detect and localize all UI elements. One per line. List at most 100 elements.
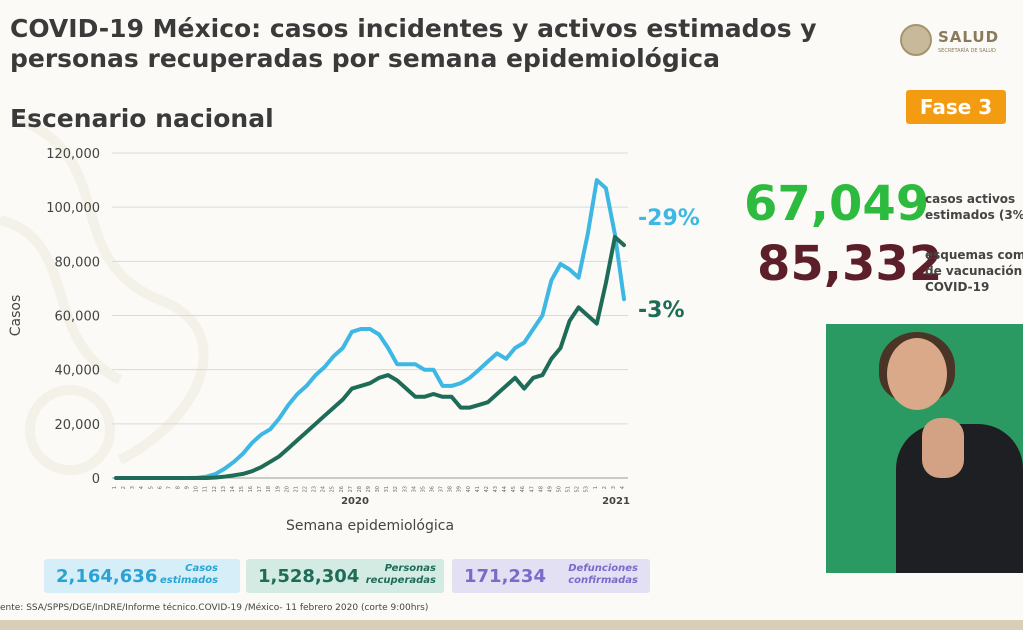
x-tick-label: 3 (611, 486, 617, 489)
active-cases-value: 67,049 (744, 176, 930, 232)
x-tick-label: 23 (312, 486, 318, 492)
x-tick-label: 48 (538, 486, 544, 492)
x-tick-label: 45 (511, 486, 517, 492)
estimated-label-line-1: Casos (185, 563, 218, 574)
x-tick-label: 24 (321, 486, 327, 492)
x-tick-label: 35 (420, 486, 426, 492)
x-tick-label: 30 (375, 486, 381, 492)
salud-logo: SALUD SECRETARÍA DE SALUD (900, 24, 1010, 58)
deaths-label-line-2: confirmadas (568, 575, 638, 586)
background-ornament (0, 115, 209, 475)
deaths-label-line-1: Defunciones (568, 563, 638, 574)
estimated-cases-box (44, 559, 240, 593)
y-tick-label: 20,000 (55, 418, 101, 433)
x-axis-label: Semana epidemiológica (286, 518, 454, 534)
x-tick-label: 53 (584, 486, 590, 492)
x-tick-label: 40 (466, 486, 472, 492)
x-tick-label: 36 (430, 486, 436, 492)
x-tick-label: 2 (602, 486, 608, 489)
x-tick-label: 13 (221, 486, 227, 492)
x-tick-label: 10 (194, 486, 200, 492)
estimated-cases-label: Casos estimados (160, 563, 218, 587)
x-tick-label: 6 (157, 486, 163, 489)
x-tick-label: 3 (130, 486, 136, 489)
active-cases-label-1: casos activos (925, 192, 1016, 206)
cases-line-chart: 0 20,000 40,000 60,000 80,000 100,000 120,000 C… (8, 147, 630, 534)
x-tick-label: 19 (275, 486, 281, 492)
interpreter-face (887, 338, 947, 410)
estimated-label-line-2: estimados (160, 575, 219, 586)
x-tick-label: 9 (185, 486, 191, 489)
deaths-box (452, 559, 650, 593)
source-note: ente: SSA/SPPS/DGE/InDRE/Informe técnico… (0, 603, 429, 613)
x-tick-label: 1 (112, 486, 118, 489)
x-tick-label: 22 (303, 486, 309, 492)
x-tick-label: 51 (566, 486, 572, 492)
y-tick-label: 40,000 (55, 364, 101, 379)
vaccination-label-1: esquemas com (925, 248, 1023, 262)
x-tick-label: 4 (139, 486, 145, 489)
y-tick-label: 120,000 (46, 147, 100, 162)
x-tick-label: 2 (121, 486, 127, 489)
x-tick-label: 20 (284, 486, 290, 492)
logo-subtext: SECRETARÍA DE SALUD (938, 48, 996, 54)
footer-strip (0, 620, 1023, 630)
x-tick-label: 38 (448, 486, 454, 492)
x-tick-label: 28 (357, 486, 363, 492)
y-tick-label: 80,000 (55, 255, 101, 270)
y-tick-label: 0 (92, 472, 100, 487)
vaccination-label-2: de vacunación (925, 264, 1023, 278)
deaths-label: Defunciones confirmadas (562, 563, 638, 587)
x-tick-label: 18 (266, 486, 272, 492)
x-tick-label: 12 (212, 486, 218, 492)
active-cases-label-2: estimados (3%) (925, 208, 1023, 222)
x-tick-label: 26 (339, 486, 345, 492)
x-tick-label: 27 (348, 486, 354, 492)
x-tick-label: 11 (203, 486, 209, 492)
y-tick-label: 100,000 (46, 201, 100, 216)
year-label-2020: 2020 (341, 496, 369, 507)
x-tick-label: 16 (248, 486, 254, 492)
x-tick-label: 39 (457, 486, 463, 492)
y-axis-label: Casos (8, 295, 24, 337)
y-tick-label: 60,000 (55, 310, 101, 325)
recovered-value: 1,528,304 (258, 566, 360, 587)
x-tick-label: 29 (366, 486, 372, 492)
recovered-box (246, 559, 444, 593)
x-tick-label: 7 (166, 486, 172, 489)
x-tick-label: 37 (439, 486, 445, 492)
x-tick-label: 47 (529, 486, 535, 492)
x-tick-label: 44 (502, 486, 508, 492)
x-tick-label: 8 (176, 486, 182, 489)
recovered-label: Personas recuperadas (362, 563, 436, 587)
logo-name: SALUD (938, 28, 1000, 46)
x-tick-label: 42 (484, 486, 490, 492)
sign-language-interpreter-video (826, 324, 1023, 573)
recovered-label-line-2: recuperadas (365, 575, 436, 586)
x-tick-label: 15 (239, 486, 245, 492)
recovered-change-label: -3% (638, 298, 685, 323)
x-tick-label: 1 (593, 486, 599, 489)
recovered-label-line-1: Personas (384, 563, 436, 574)
x-tick-label: 34 (411, 486, 417, 492)
estimated-cases-value: 2,164,636 (56, 566, 158, 587)
x-tick-label: 14 (230, 486, 236, 492)
vaccination-value: 85,332 (757, 236, 943, 292)
interpreter-hand (922, 418, 964, 478)
estimated-cases-line (114, 178, 626, 480)
x-tick-label: 50 (557, 486, 563, 492)
page-title: COVID-19 México: casos incidentes y acti… (10, 14, 817, 73)
estimated-change-label: -29% (638, 206, 700, 231)
eagle-seal-icon (900, 24, 932, 56)
phase-badge: Fase 3 (906, 90, 1006, 124)
x-tick-label: 33 (402, 486, 408, 492)
x-tick-label: 41 (475, 486, 481, 492)
vaccination-label-3: COVID-19 (925, 280, 990, 294)
page-subtitle: Escenario nacional (10, 104, 274, 133)
x-tick-label: 4 (620, 486, 626, 489)
deaths-value: 171,234 (464, 566, 546, 587)
x-tick-label: 32 (393, 486, 399, 492)
x-tick-label: 52 (575, 486, 581, 492)
x-tick-label: 31 (384, 486, 390, 492)
x-tick-label: 49 (547, 486, 553, 492)
